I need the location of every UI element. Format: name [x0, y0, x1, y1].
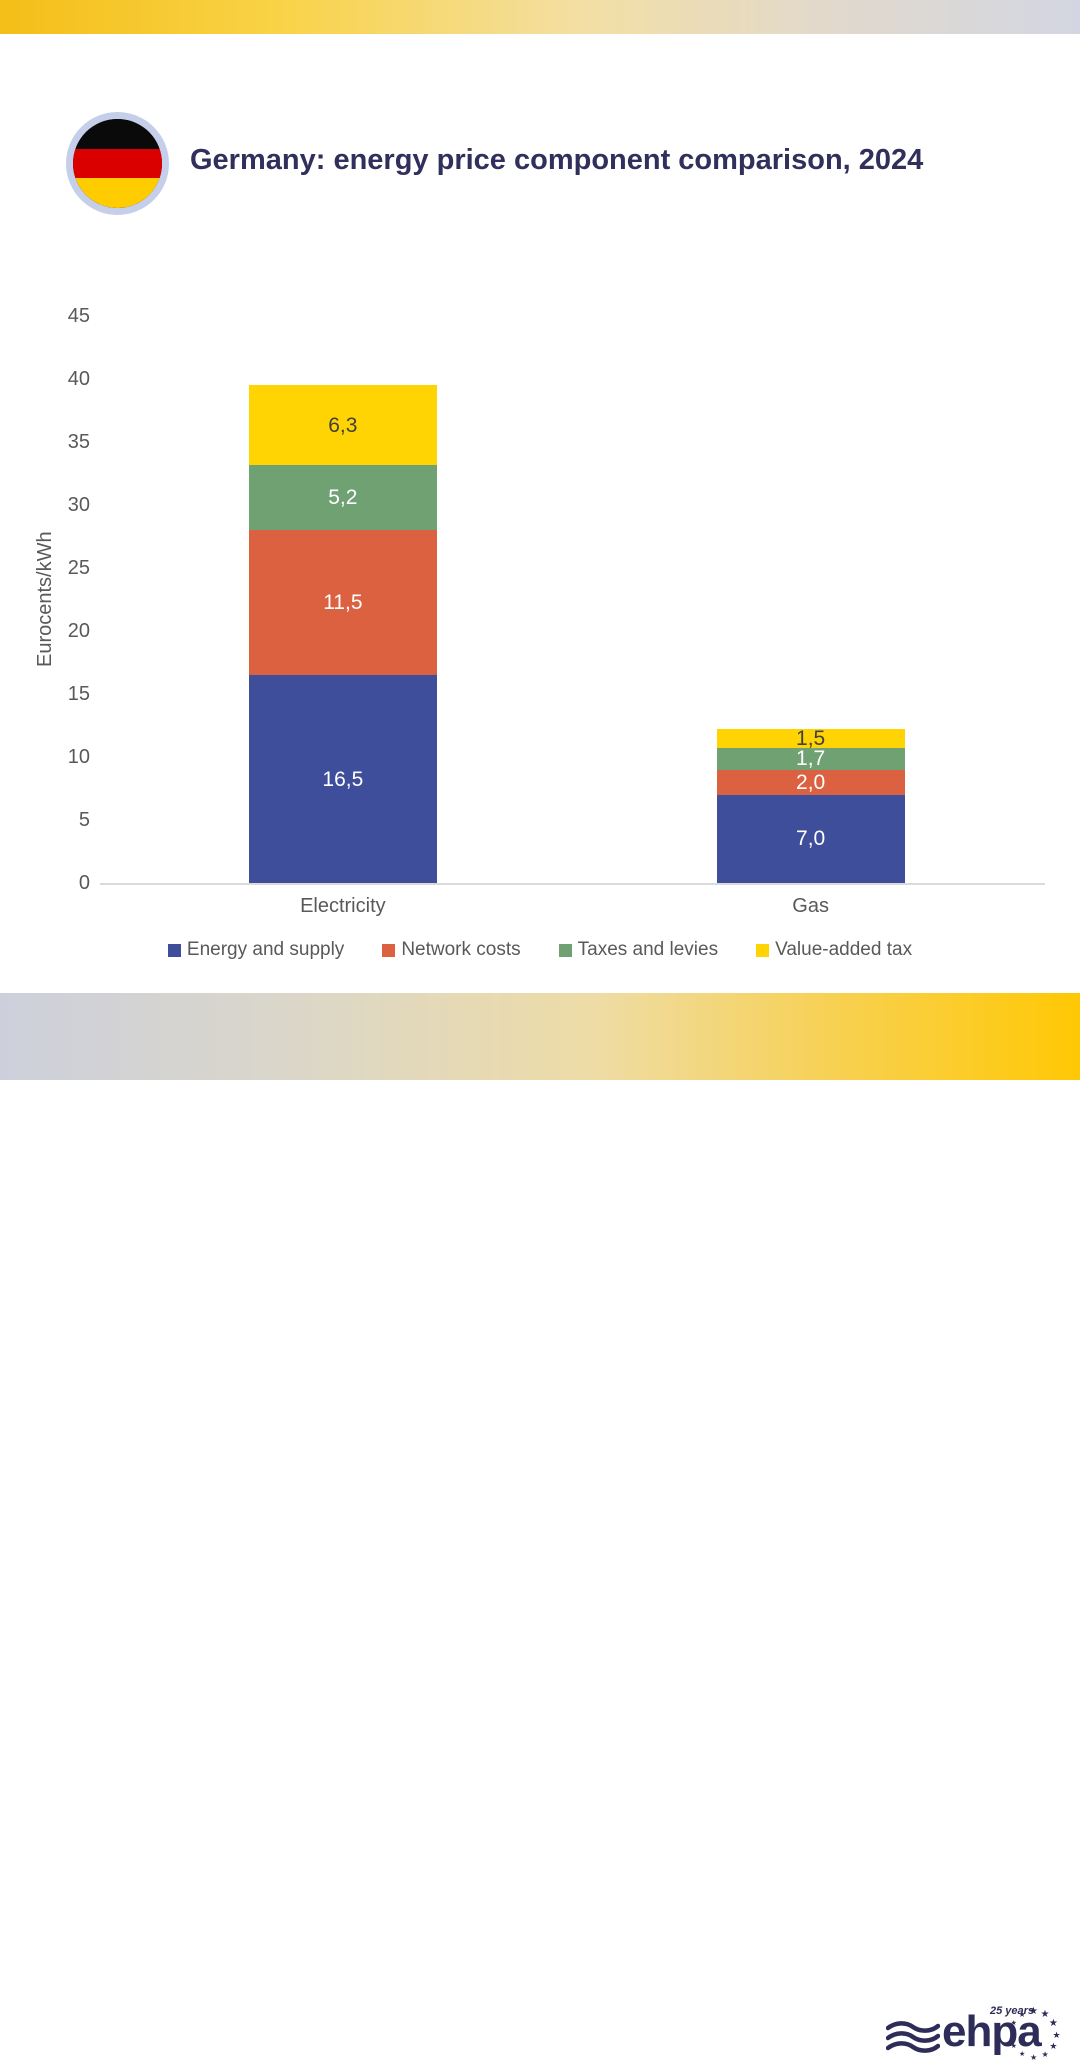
plot-area: 16,5 11,5 5,2 6,3 7,0 2,0 1,7 1,5 — [100, 316, 1045, 885]
legend-item: Network costs — [382, 939, 521, 961]
stacked-bar-electricity: 16,5 11,5 5,2 6,3 — [248, 316, 437, 883]
bar-value-label: 7,0 — [796, 827, 826, 851]
bar-segment: 16,5 — [248, 675, 437, 883]
eu-star-icon: ★ — [1048, 2017, 1058, 2029]
legend-label: Taxes and levies — [577, 939, 719, 960]
y-tick-label: 15 — [67, 683, 90, 705]
bar-segment: 2,0 — [716, 769, 905, 795]
x-category-label: Gas — [792, 895, 829, 917]
bar-value-label: 1,7 — [796, 747, 826, 771]
x-category-label: Electricity — [300, 895, 386, 917]
y-tick-label: 40 — [67, 368, 90, 390]
y-tick-label: 25 — [67, 557, 90, 579]
y-tick-label: 10 — [67, 746, 90, 768]
bar-value-label: 6,3 — [328, 413, 358, 437]
legend-label: Value-added tax — [775, 939, 913, 960]
eu-star-icon: ★ — [1041, 2049, 1049, 2059]
legend-swatch — [558, 943, 572, 957]
ehpa-logo: ehpa 25 years ★ ★ ★ ★ ★ ★ ★ ★ ★ ★ ★ — [886, 2001, 1066, 2067]
bar-segment: 11,5 — [248, 530, 437, 676]
flag-stripe-red — [73, 148, 162, 179]
bar-segment: 1,5 — [716, 727, 905, 751]
y-tick-label: 5 — [78, 809, 90, 831]
y-tick-label: 20 — [67, 620, 90, 642]
eu-stars-icon: ★ ★ ★ ★ ★ ★ ★ ★ ★ ★ ★ — [1004, 2001, 1066, 2067]
legend-swatch — [382, 943, 396, 957]
bar-segment: 5,2 — [248, 464, 437, 531]
legend-item: Taxes and levies — [558, 939, 719, 961]
flag-stripe-gold — [73, 178, 162, 208]
bar-value-label: 11,5 — [323, 591, 363, 615]
eu-star-icon: ★ — [1030, 2053, 1038, 2062]
y-tick-label: 45 — [67, 305, 90, 327]
eu-star-icon: ★ — [1019, 2051, 1026, 2059]
bar-segment: 1,7 — [716, 747, 905, 771]
chart-legend: Energy and supply Network costs Taxes and … — [0, 936, 1080, 964]
y-tick-label: 0 — [78, 872, 90, 894]
legend-item: Value-added tax — [756, 939, 912, 961]
bar-segment: 7,0 — [716, 794, 905, 883]
legend-label: Energy and supply — [186, 939, 345, 960]
eu-star-icon: ★ — [1010, 2020, 1017, 2027]
y-tick-label: 35 — [67, 431, 90, 453]
legend-swatch — [756, 943, 770, 957]
page-title: Germany: energy price component comparis… — [190, 144, 924, 176]
legend-swatch — [167, 943, 181, 957]
x-axis-line — [100, 883, 1045, 885]
bottom-gradient-bar: ehpa 25 years ★ ★ ★ ★ ★ ★ ★ ★ ★ ★ ★ — [0, 993, 1080, 2062]
eu-star-icon: ★ — [1052, 2029, 1061, 2040]
y-axis: 0 5 10 15 20 25 30 35 40 45 — [0, 305, 90, 894]
legend-item: Energy and supply — [167, 939, 345, 961]
legend-label: Network costs — [401, 939, 521, 960]
bar-value-label: 2,0 — [796, 770, 826, 794]
bar-segment: 6,3 — [248, 385, 437, 465]
bar-value-label: 1,5 — [796, 727, 826, 751]
x-axis-labels: Electricity Gas — [100, 895, 1045, 921]
top-gradient-bar — [0, 0, 1080, 34]
eu-star-icon: ★ — [1049, 2041, 1058, 2051]
flag-stripe-black — [73, 119, 162, 149]
germany-flag-icon — [66, 112, 169, 215]
eu-star-icon: ★ — [1010, 2043, 1017, 2050]
stacked-bar-gas: 7,0 2,0 1,7 1,5 — [716, 316, 905, 883]
y-tick-label: 30 — [67, 494, 90, 516]
bar-value-label: 16,5 — [322, 767, 364, 791]
eu-star-icon: ★ — [1029, 2006, 1038, 2017]
waves-icon — [886, 2021, 940, 2053]
eu-star-icon: ★ — [1018, 2010, 1026, 2020]
bar-value-label: 5,2 — [328, 485, 358, 509]
